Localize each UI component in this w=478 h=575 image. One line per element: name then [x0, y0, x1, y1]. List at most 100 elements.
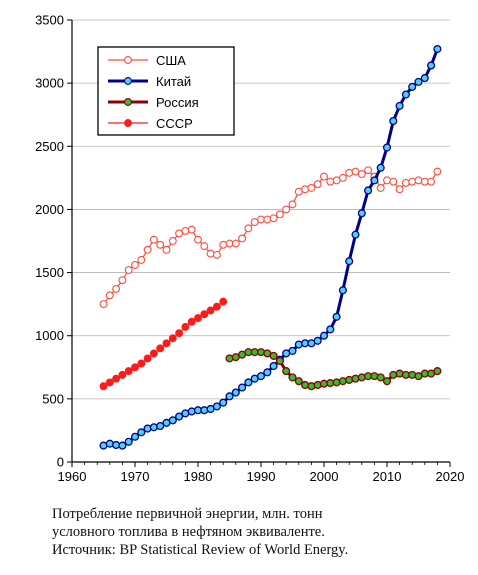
data-point — [345, 257, 354, 266]
data-point — [319, 331, 329, 340]
y-tick-label: 500 — [42, 391, 64, 406]
y-tick-label: 2500 — [35, 139, 64, 154]
data-point — [395, 101, 404, 110]
data-point — [181, 322, 190, 331]
data-point — [420, 74, 429, 83]
data-point — [124, 266, 133, 274]
data-point — [401, 178, 410, 187]
data-point — [156, 240, 165, 249]
data-point — [351, 230, 360, 239]
data-point — [275, 210, 284, 219]
data-point — [313, 380, 322, 390]
figure-caption: Потребление первичной энергии, млн. тонн… — [52, 505, 472, 559]
data-point — [294, 377, 303, 386]
data-point — [433, 167, 442, 176]
data-point — [194, 314, 202, 322]
data-point — [206, 306, 215, 315]
data-point — [168, 416, 177, 425]
data-point — [269, 361, 278, 371]
data-point — [137, 359, 146, 368]
data-point — [219, 240, 228, 249]
legend-label: Китай — [156, 74, 191, 89]
data-point — [433, 367, 442, 376]
legend-swatch-marker — [124, 119, 132, 127]
data-point — [401, 90, 410, 99]
caption-line-1: Потребление первичной энергии, млн. тонн — [52, 506, 323, 522]
data-point — [112, 285, 121, 293]
data-point — [307, 382, 316, 391]
series-1 — [99, 44, 442, 450]
data-point — [282, 205, 291, 214]
series-2 — [225, 348, 442, 391]
data-point — [137, 428, 146, 437]
data-point — [149, 235, 158, 244]
data-point — [118, 276, 127, 285]
data-point — [395, 369, 404, 378]
data-point — [231, 388, 240, 397]
data-point — [288, 200, 297, 209]
data-point — [124, 367, 133, 376]
data-point — [433, 44, 442, 54]
data-point — [370, 176, 379, 185]
data-point — [263, 215, 272, 224]
data-point — [263, 368, 272, 377]
data-point — [225, 354, 234, 363]
chart: 0 500 1000 1500 2000 2500 3000 3500 1960 1970 1980… — [35, 13, 465, 485]
data-point — [338, 377, 347, 386]
data-point — [332, 378, 341, 387]
legend-swatch-marker — [124, 77, 132, 85]
data-point — [414, 77, 423, 86]
caption-line-2: условного топлива в нефтяном эквиваленте… — [52, 524, 325, 540]
data-point — [301, 380, 310, 390]
data-point — [408, 370, 417, 379]
data-point — [364, 186, 373, 195]
data-point — [288, 346, 297, 355]
data-point — [364, 166, 373, 175]
data-point — [219, 297, 228, 306]
legend: США Китай Россия СССР — [97, 46, 235, 136]
data-point — [162, 245, 171, 254]
data-point — [99, 300, 108, 309]
data-point — [131, 261, 139, 269]
data-point — [131, 363, 139, 372]
x-tick-label: 2020 — [436, 469, 465, 484]
data-point — [427, 177, 436, 186]
data-point — [149, 423, 158, 432]
y-tick-label: 1000 — [35, 328, 64, 343]
data-point — [168, 237, 177, 245]
data-point — [408, 82, 417, 91]
data-point — [143, 424, 152, 433]
legend-swatch-marker — [124, 98, 132, 106]
data-point — [194, 235, 202, 244]
data-point — [130, 432, 140, 441]
data-point — [244, 224, 253, 233]
y-tick-label: 3000 — [35, 76, 64, 91]
legend-label: США — [156, 53, 186, 68]
y-tick-label: 1500 — [35, 265, 64, 280]
x-tick-label: 2010 — [373, 469, 402, 484]
data-point — [118, 441, 127, 450]
data-point — [389, 370, 398, 379]
data-point — [370, 372, 379, 381]
data-point — [200, 406, 209, 415]
legend-box — [97, 46, 235, 136]
data-point — [338, 286, 347, 295]
caption-line-3: Источник: BP Statistical Review of World… — [52, 542, 349, 558]
data-point — [137, 255, 146, 264]
data-point — [187, 407, 196, 416]
data-point — [389, 177, 398, 186]
series-group — [99, 44, 442, 450]
data-point — [382, 143, 392, 152]
data-point — [105, 439, 114, 448]
y-tick-label: 2000 — [35, 202, 64, 217]
data-point — [313, 336, 322, 345]
data-point — [389, 116, 398, 126]
data-point — [383, 176, 391, 185]
data-point — [105, 291, 114, 300]
data-point — [175, 329, 184, 338]
legend-label: Россия — [156, 95, 199, 110]
data-point — [187, 317, 196, 326]
data-point — [351, 374, 360, 383]
y-tick-label: 0 — [57, 455, 64, 470]
data-point — [376, 184, 385, 192]
